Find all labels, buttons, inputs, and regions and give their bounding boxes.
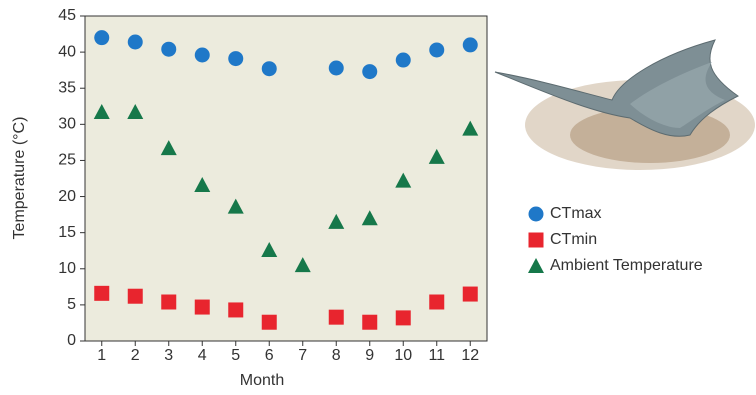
point: [262, 315, 277, 330]
point: [195, 300, 210, 315]
point: [262, 61, 277, 76]
point: [94, 30, 109, 45]
x-tick-label: 9: [365, 347, 374, 364]
legend: CTmax CTmin Ambient Temperature: [528, 205, 703, 274]
x-tick-label: 8: [332, 347, 341, 364]
y-tick-label: 25: [58, 152, 76, 169]
point: [429, 295, 444, 310]
point: [128, 289, 143, 304]
x-tick-label: 10: [394, 347, 412, 364]
point: [362, 315, 377, 330]
x-tick-label: 6: [265, 347, 274, 364]
point: [396, 310, 411, 325]
point: [161, 42, 176, 57]
point: [128, 35, 143, 50]
y-tick-label: 5: [67, 296, 76, 313]
point: [329, 310, 344, 325]
y-tick-label: 0: [67, 332, 76, 349]
x-tick-label: 4: [198, 347, 207, 364]
point: [429, 42, 444, 57]
point: [362, 64, 377, 79]
x-tick-label: 1: [97, 347, 106, 364]
y-tick-label: 10: [58, 260, 76, 277]
chart: Month Temperature (°C) CTmax CTmin Ambient…: [0, 0, 756, 395]
x-tick-label: 12: [461, 347, 479, 364]
legend-marker: [528, 258, 544, 273]
point: [195, 48, 210, 63]
x-axis-label: Month: [240, 372, 284, 389]
y-tick-label: 40: [58, 43, 76, 60]
y-tick-label: 30: [58, 116, 76, 133]
legend-label: CTmin: [550, 231, 597, 248]
y-axis-label: Temperature (°C): [11, 117, 28, 240]
x-tick-label: 5: [231, 347, 240, 364]
y-tick-label: 20: [58, 188, 76, 205]
point: [329, 61, 344, 76]
point: [228, 302, 243, 317]
legend-marker: [529, 233, 544, 248]
point: [228, 51, 243, 66]
legend-label: Ambient Temperature: [550, 257, 703, 274]
y-tick-label: 45: [58, 7, 76, 24]
point: [396, 53, 411, 68]
x-tick-label: 7: [298, 347, 307, 364]
x-tick-label: 3: [164, 347, 173, 364]
x-tick-label: 11: [428, 347, 445, 364]
y-tick-label: 35: [58, 79, 76, 96]
y-tick-label: 15: [58, 224, 76, 241]
plot-area: [85, 16, 487, 341]
point: [161, 295, 176, 310]
legend-label: CTmax: [550, 205, 602, 222]
point: [463, 287, 478, 302]
legend-marker: [529, 207, 544, 222]
point: [94, 286, 109, 301]
stingray-illustration: [495, 40, 755, 170]
x-tick-label: 2: [131, 347, 140, 364]
point: [463, 37, 478, 52]
